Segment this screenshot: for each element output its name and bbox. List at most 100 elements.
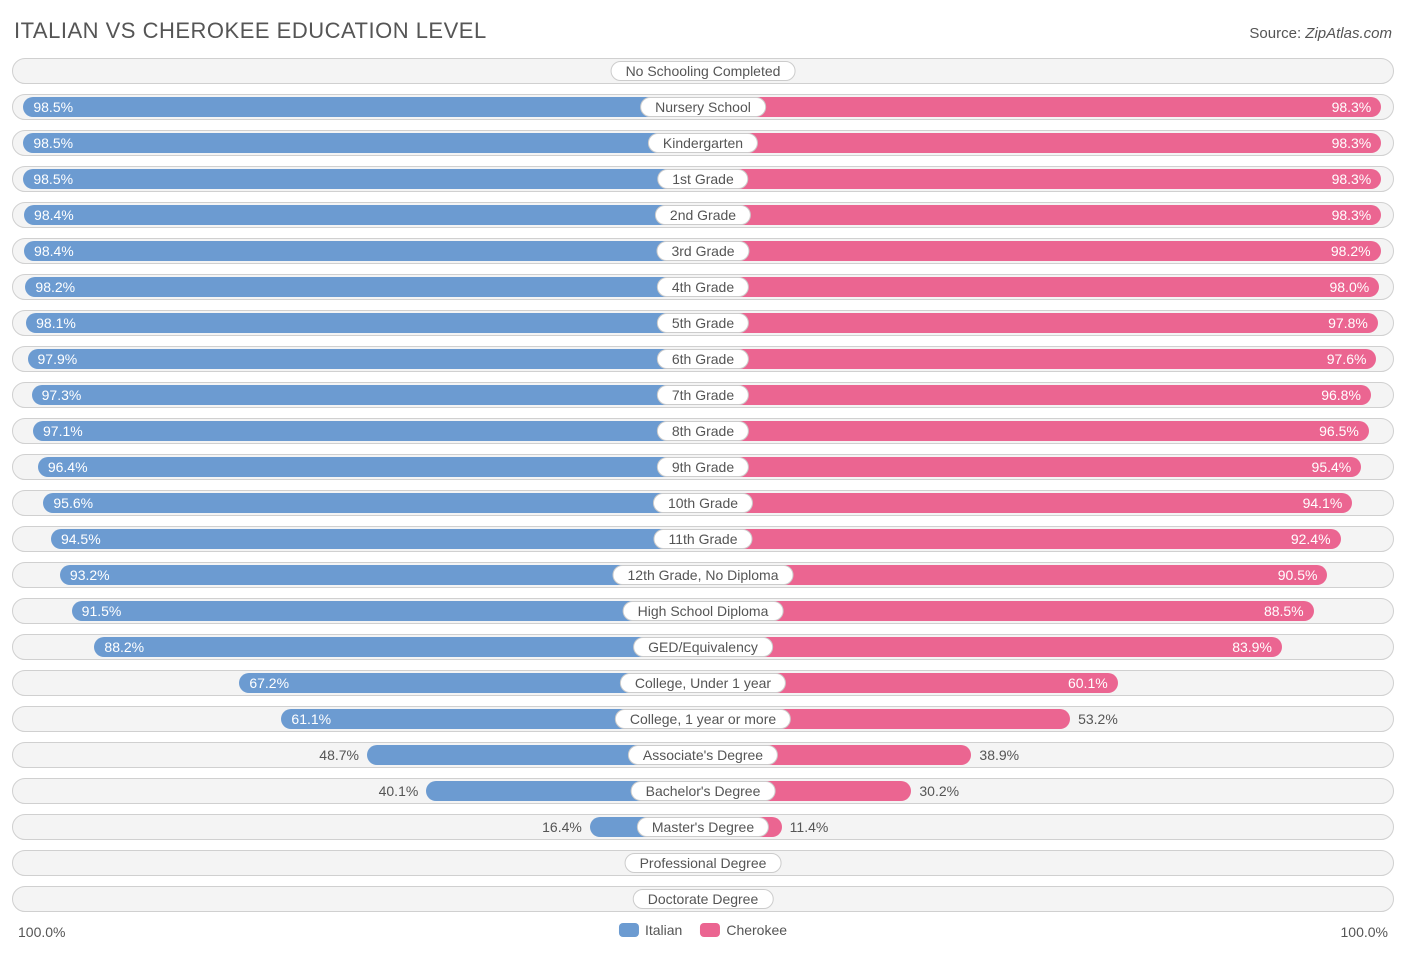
value-right: 83.9% <box>1232 637 1272 657</box>
category-label: Professional Degree <box>625 853 782 873</box>
bar-row: 98.4%98.2%3rd Grade <box>12 238 1394 264</box>
axis-max-right: 100.0% <box>1341 924 1388 940</box>
bar-row: 98.5%98.3%1st Grade <box>12 166 1394 192</box>
value-right: 97.6% <box>1327 349 1367 369</box>
bar-row: 96.4% 95.4%9th Grade <box>12 454 1394 480</box>
bar-row: 67.2% 60.1% College, Under 1 year <box>12 670 1394 696</box>
bar-left: 97.9% <box>28 349 704 369</box>
bar-left: 96.4% <box>38 457 703 477</box>
bar-left: 97.1% <box>33 421 703 441</box>
bar-left: 93.2% <box>60 565 703 585</box>
value-left: 97.3% <box>42 385 82 405</box>
value-right: 97.8% <box>1328 313 1368 333</box>
bar-right: 83.9% <box>703 637 1282 657</box>
bar-right: 98.3% <box>703 133 1381 153</box>
legend-label-right: Cherokee <box>726 922 787 938</box>
category-label: 2nd Grade <box>655 205 751 225</box>
value-right: 30.2% <box>919 779 959 803</box>
category-label: 4th Grade <box>657 277 749 297</box>
value-right: 60.1% <box>1068 673 1108 693</box>
bar-row: 98.1% 97.8% 5th Grade <box>12 310 1394 336</box>
value-left: 98.4% <box>34 205 74 225</box>
value-right: 98.3% <box>1332 169 1372 189</box>
category-label: Master's Degree <box>637 817 769 837</box>
value-right: 38.9% <box>979 743 1019 767</box>
bar-left: 98.4% <box>24 205 703 225</box>
value-right: 11.4% <box>790 815 829 839</box>
bar-left: 94.5% <box>51 529 703 549</box>
bar-row: 97.3%96.8%7th Grade <box>12 382 1394 408</box>
bar-row: 40.1% 30.2% Bachelor's Degree <box>12 778 1394 804</box>
source-label: Source: <box>1249 25 1305 42</box>
bar-row: 91.5% 88.5% High School Diploma <box>12 598 1394 624</box>
category-label: 8th Grade <box>657 421 749 441</box>
bar-row: 61.1%53.2%College, 1 year or more <box>12 706 1394 732</box>
source-name: ZipAtlas.com <box>1305 25 1392 42</box>
bar-left: 98.5% <box>23 133 703 153</box>
category-label: High School Diploma <box>623 601 784 621</box>
category-label: 3rd Grade <box>656 241 749 261</box>
category-label: GED/Equivalency <box>633 637 773 657</box>
category-label: Nursery School <box>640 97 766 117</box>
bar-right: 96.5% <box>703 421 1369 441</box>
chart-footer: 100.0% Italian Cherokee 100.0% <box>12 922 1394 946</box>
legend-label-left: Italian <box>645 922 682 938</box>
bar-left: 98.2% <box>25 277 703 297</box>
value-left: 40.1% <box>379 779 419 803</box>
bar-row: 16.4%11.4%Master's Degree <box>12 814 1394 840</box>
bar-row: 1.5%1.7%No Schooling Completed <box>12 58 1394 84</box>
value-right: 98.3% <box>1332 97 1372 117</box>
category-label: Kindergarten <box>648 133 758 153</box>
bar-row: 4.8%3.3%Professional Degree <box>12 850 1394 876</box>
value-right: 53.2% <box>1078 707 1118 731</box>
bar-right: 94.1% <box>703 493 1352 513</box>
legend-item-right: Cherokee <box>700 922 787 938</box>
diverging-bar-chart: 1.5%1.7%No Schooling Completed 98.5% 98.3%… <box>12 58 1394 912</box>
bar-left: 98.4% <box>24 241 703 261</box>
bar-left: 95.6% <box>43 493 703 513</box>
value-left: 91.5% <box>82 601 122 621</box>
category-label: Bachelor's Degree <box>631 781 776 801</box>
value-right: 88.5% <box>1264 601 1304 621</box>
bar-right: 98.0% <box>703 277 1379 297</box>
chart-header: ITALIAN VS CHEROKEE EDUCATION LEVEL Sour… <box>12 18 1394 44</box>
bar-row: 88.2% 83.9% GED/Equivalency <box>12 634 1394 660</box>
value-right: 96.8% <box>1321 385 1361 405</box>
bar-right: 95.4% <box>703 457 1361 477</box>
category-label: 12th Grade, No Diploma <box>613 565 794 585</box>
legend-swatch-right <box>700 923 720 937</box>
value-right: 96.5% <box>1319 421 1359 441</box>
value-left: 98.1% <box>36 313 76 333</box>
bar-row: 98.4% 98.3%2nd Grade <box>12 202 1394 228</box>
chart-title: ITALIAN VS CHEROKEE EDUCATION LEVEL <box>14 18 487 44</box>
bar-row: 97.1% 96.5% 8th Grade <box>12 418 1394 444</box>
legend: Italian Cherokee <box>619 922 787 938</box>
bar-row: 98.5% 98.3% Nursery School <box>12 94 1394 120</box>
bar-left: 98.5% <box>23 97 703 117</box>
axis-max-left: 100.0% <box>18 924 65 940</box>
value-right: 98.0% <box>1329 277 1369 297</box>
value-left: 98.4% <box>34 241 74 261</box>
bar-left: 88.2% <box>94 637 703 657</box>
bar-left: 97.3% <box>32 385 703 405</box>
bar-row: 94.5%92.4%11th Grade <box>12 526 1394 552</box>
value-right: 98.3% <box>1332 133 1372 153</box>
value-left: 93.2% <box>70 565 110 585</box>
category-label: College, Under 1 year <box>620 673 786 693</box>
value-left: 67.2% <box>249 673 289 693</box>
category-label: College, 1 year or more <box>615 709 791 729</box>
value-left: 96.4% <box>48 457 88 477</box>
category-label: 9th Grade <box>657 457 749 477</box>
bar-right: 88.5% <box>703 601 1314 621</box>
bar-row: 48.7%38.9%Associate's Degree <box>12 742 1394 768</box>
category-label: No Schooling Completed <box>611 61 796 81</box>
bar-right: 98.3% <box>703 205 1381 225</box>
category-label: 5th Grade <box>657 313 749 333</box>
category-label: 1st Grade <box>657 169 748 189</box>
value-left: 97.9% <box>38 349 78 369</box>
chart-source: Source: ZipAtlas.com <box>1249 25 1392 42</box>
bar-right: 92.4% <box>703 529 1341 549</box>
value-right: 92.4% <box>1291 529 1331 549</box>
value-left: 48.7% <box>319 743 359 767</box>
bar-right: 97.6% <box>703 349 1376 369</box>
